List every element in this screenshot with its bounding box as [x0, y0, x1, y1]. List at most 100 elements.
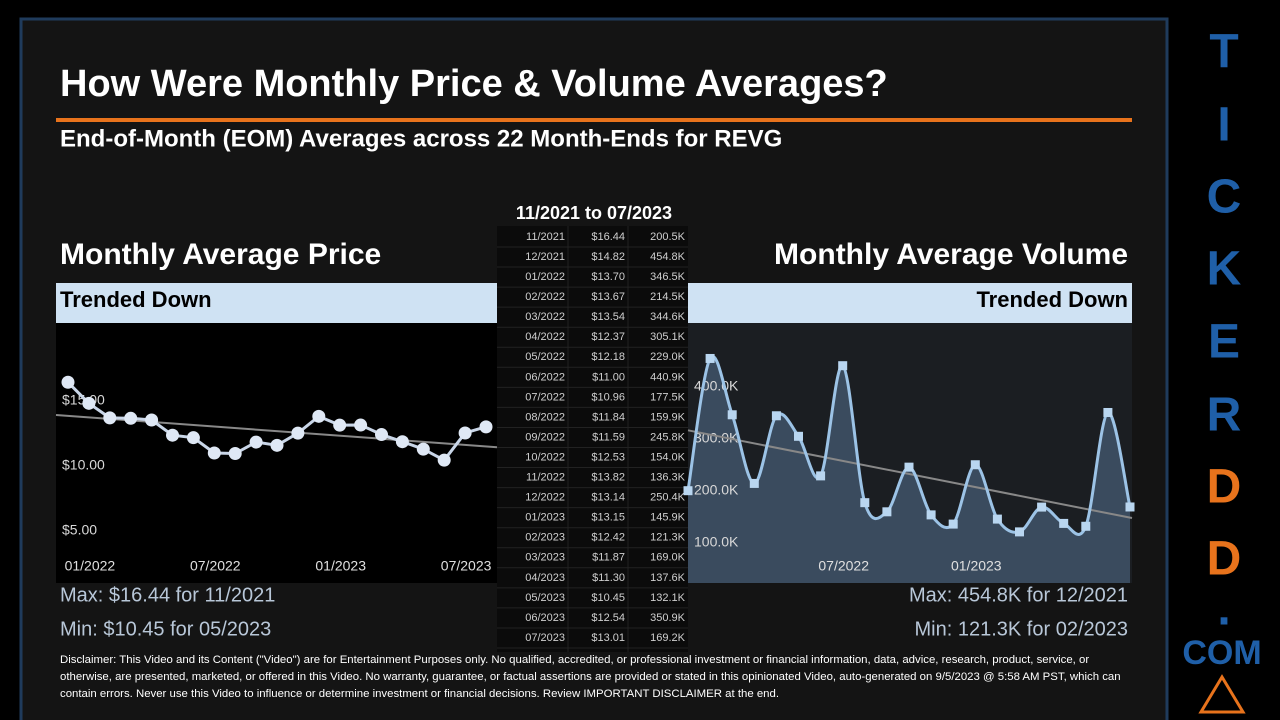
point [458, 426, 472, 440]
point [207, 446, 221, 460]
x-tick-label: 07/2022 [190, 558, 241, 574]
table-cell: 154.0K [650, 451, 686, 463]
rule [56, 118, 1132, 122]
table-cell: 454.8K [650, 251, 686, 263]
brand-suffix: COM [1182, 634, 1261, 672]
table-cell: $12.42 [591, 532, 625, 544]
table-cell: $12.54 [591, 612, 625, 624]
point [882, 507, 892, 517]
point [860, 498, 870, 508]
table-cell: 06/2022 [525, 371, 565, 383]
point [705, 353, 715, 363]
table-title: 11/2021 to 07/2023 [516, 203, 672, 223]
x-tick-label: 07/2023 [441, 558, 492, 574]
table-cell: 02/2023 [525, 532, 565, 544]
table-bg [497, 226, 688, 652]
point [749, 478, 759, 488]
table-cell: $10.96 [591, 391, 625, 403]
trend-label: Trended Down [60, 287, 212, 312]
point [948, 519, 958, 529]
point [61, 375, 75, 389]
point [479, 420, 493, 434]
table-cell: 01/2023 [525, 512, 565, 524]
point [124, 411, 138, 425]
table-cell: 04/2022 [525, 331, 565, 343]
point [838, 361, 848, 371]
y-tick-label: 200.0K [694, 482, 739, 498]
x-tick-label: 01/2022 [65, 558, 116, 574]
table-cell: 12/2021 [525, 251, 565, 263]
brand-letter: D [1207, 533, 1242, 586]
disclaimer: Disclaimer: This Video and its Content (… [60, 654, 1121, 700]
chart-title: Monthly Average Price [60, 238, 381, 271]
table-cell: 344.6K [650, 311, 686, 323]
x-tick-label: 01/2023 [951, 558, 1002, 574]
table-cell: $13.14 [591, 492, 625, 504]
table-cell: 245.8K [650, 431, 686, 443]
point [1037, 502, 1047, 512]
point [1103, 407, 1113, 417]
point [970, 460, 980, 470]
brand-letter: I [1217, 99, 1230, 152]
brand-letter: K [1207, 243, 1242, 296]
table-cell: $10.45 [591, 592, 625, 604]
table-cell: $12.18 [591, 351, 625, 363]
point [1081, 521, 1091, 531]
logo-icon [1198, 674, 1246, 714]
point [166, 428, 179, 442]
stat: Max: 454.8K for 12/2021 [909, 584, 1128, 606]
brand-letter: D [1207, 461, 1242, 514]
x-tick-label: 07/2022 [818, 558, 869, 574]
x-tick-label: 01/2023 [315, 558, 366, 574]
trend-label: Trended Down [976, 287, 1128, 312]
y-tick-label: $10.00 [62, 457, 105, 473]
point [794, 431, 803, 441]
y-tick-label: 100.0K [694, 534, 739, 550]
table-cell: $11.59 [592, 431, 625, 443]
table-cell: $12.37 [591, 331, 625, 343]
point [416, 442, 430, 456]
table-cell: 121.3K [650, 532, 686, 544]
point [437, 453, 451, 467]
point [926, 510, 936, 520]
table-cell: 169.0K [650, 552, 686, 564]
table-cell: 05/2022 [525, 351, 565, 363]
table-cell: 350.9K [650, 612, 686, 624]
brand-letter: R [1207, 389, 1242, 442]
table-cell: $13.15 [591, 512, 625, 524]
trend-line [687, 429, 1133, 520]
point [249, 435, 263, 449]
point [82, 396, 96, 410]
table-cell: 05/2023 [525, 592, 565, 604]
table-cell: 145.9K [650, 512, 686, 524]
point [683, 486, 693, 496]
point [228, 447, 242, 461]
table-cell: 159.9K [650, 411, 686, 423]
point [312, 409, 326, 423]
chart-title: Monthly Average Volume [774, 238, 1128, 271]
point [291, 426, 305, 440]
table-cell: $13.67 [591, 291, 625, 303]
table-cell: 03/2022 [525, 311, 565, 323]
point [395, 435, 409, 449]
table-cell: 07/2023 [525, 632, 565, 644]
table-cell: 04/2023 [525, 572, 565, 584]
table-cell: 132.1K [650, 592, 686, 604]
table-cell: 200.5K [650, 231, 686, 243]
y-tick-label: 400.0K [694, 378, 739, 394]
brand-letter: . [1217, 583, 1230, 636]
point [186, 431, 200, 445]
table-cell: 10/2022 [525, 451, 565, 463]
title: How Were Monthly Price & Volume Averages… [60, 63, 888, 105]
table-cell: $11.84 [592, 411, 625, 423]
table-cell: 12/2022 [525, 492, 565, 504]
point [904, 462, 914, 472]
table-cell: 250.4K [650, 492, 686, 504]
table-cell: $13.54 [591, 311, 625, 323]
table-cell: 229.0K [650, 351, 686, 363]
table-cell: 137.6K [650, 572, 686, 584]
y-tick-label: $5.00 [62, 522, 97, 538]
point [354, 418, 368, 432]
